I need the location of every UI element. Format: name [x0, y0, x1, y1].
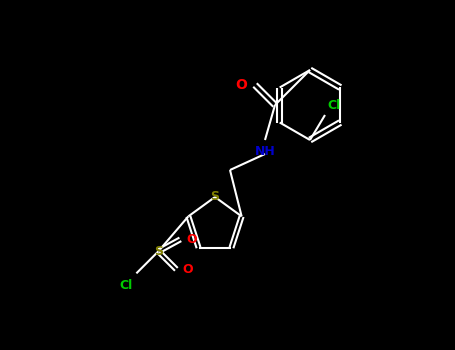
Text: NH: NH	[255, 145, 275, 158]
Text: O: O	[182, 263, 193, 276]
Text: Cl: Cl	[119, 279, 132, 292]
Text: S: S	[154, 245, 163, 258]
Text: O: O	[187, 233, 197, 246]
Text: S: S	[211, 190, 219, 203]
Text: O: O	[235, 78, 247, 92]
Text: Cl: Cl	[327, 99, 340, 112]
